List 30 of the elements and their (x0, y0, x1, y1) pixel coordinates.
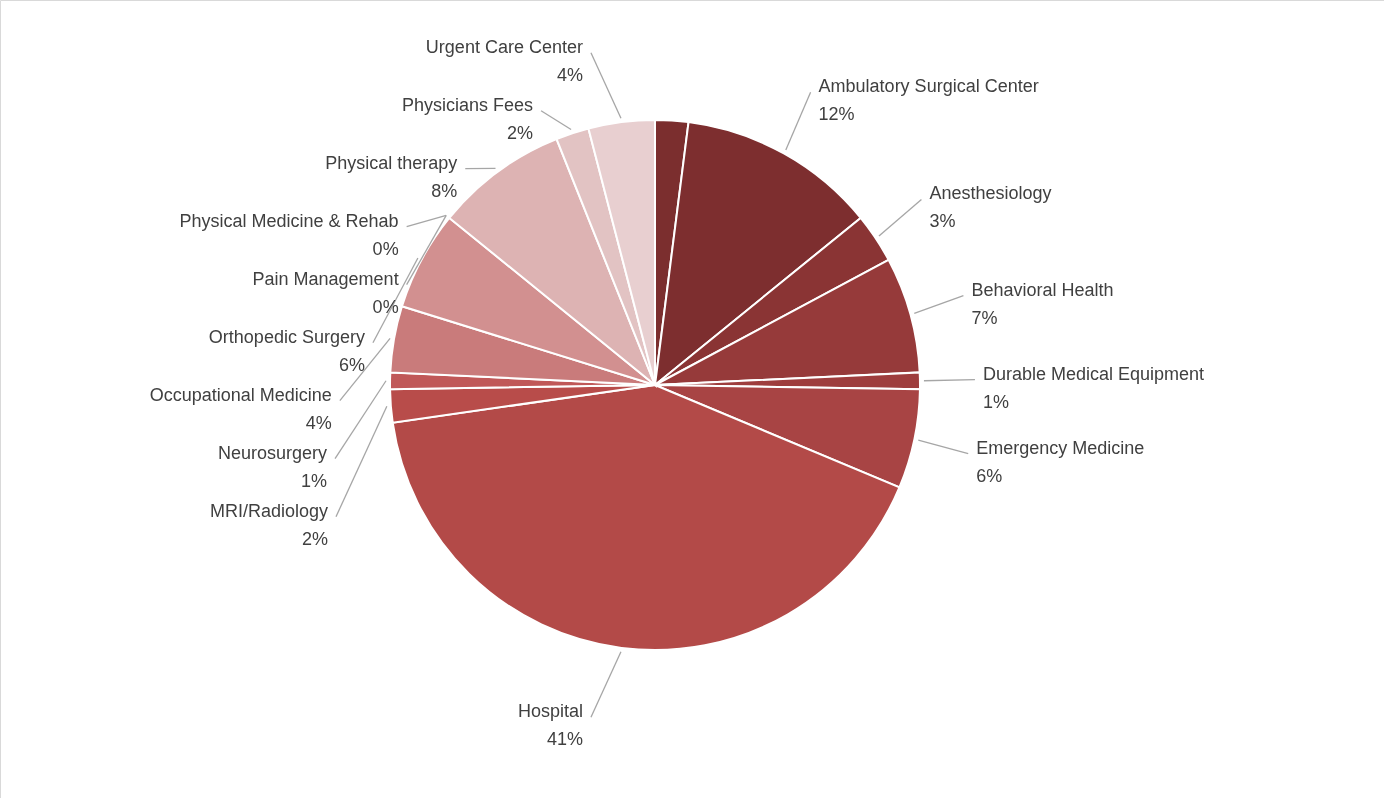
slice-label: Ambulatory Surgical Center (818, 76, 1039, 97)
slice-label: Physical therapy (325, 152, 458, 173)
slice-label: Anesthesiology (929, 183, 1052, 204)
slice-label: Durable Medical Equipment (982, 363, 1205, 384)
data-label: 4% (305, 412, 332, 433)
slice-label: MRI/Radiology (209, 500, 329, 521)
slice-label: Urgent Care Center (425, 36, 583, 57)
data-label: 12% (818, 104, 855, 125)
text: 0% (372, 238, 399, 259)
data-label: 7% (971, 307, 998, 328)
data-label: 4% (556, 64, 583, 85)
category-label: Pain Management (252, 268, 399, 289)
slice-label: Occupational Medicine (149, 384, 332, 405)
data-label: 6% (976, 465, 1003, 486)
slice-label: Emergency Medicine (976, 437, 1145, 458)
data-label: 3% (929, 211, 956, 232)
data-label: 2% (301, 528, 329, 549)
data-label: 1% (982, 391, 1009, 412)
slice-label: Physicians Fees (402, 94, 534, 115)
data-label: 2% (507, 122, 534, 143)
slice-label: Orthopedic Surgery (208, 326, 365, 347)
text: 0% (372, 296, 399, 317)
data-label: 1% (301, 470, 328, 491)
slice-label: Hospital (517, 701, 583, 722)
legend-label: Physical Medicine & Rehab (179, 210, 399, 231)
data-label: 6% (338, 354, 365, 375)
data-label: 8% (431, 180, 458, 201)
data-label: 41% (546, 729, 583, 750)
slice-label: Behavioral Health (971, 279, 1114, 300)
slice-label: Neurosurgery (217, 442, 328, 463)
